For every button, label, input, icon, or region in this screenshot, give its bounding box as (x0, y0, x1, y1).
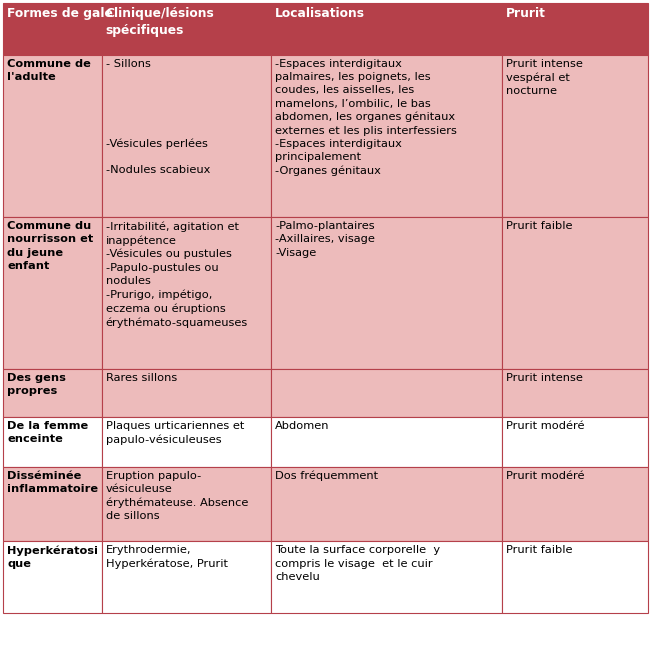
Text: Rares sillons: Rares sillons (105, 373, 177, 383)
Bar (502, 467, 648, 542)
Bar (102, 369, 271, 417)
Text: Abdomen: Abdomen (275, 421, 330, 431)
Bar (3, 542, 102, 614)
Text: Erythrodermie,
Hyperkératose, Prurit: Erythrodermie, Hyperkératose, Prurit (105, 546, 228, 569)
Bar (271, 55, 502, 217)
Bar (271, 542, 502, 614)
Bar (502, 3, 648, 55)
Bar (102, 417, 271, 467)
Bar (271, 467, 502, 542)
Text: Plaques urticariennes et
papulo-vésiculeuses: Plaques urticariennes et papulo-vésicule… (105, 421, 244, 445)
Text: De la femme
enceinte: De la femme enceinte (7, 421, 89, 444)
Text: Prurit: Prurit (506, 7, 546, 20)
Text: Toute la surface corporelle  y
compris le visage  et le cuir
chevelu: Toute la surface corporelle y compris le… (275, 546, 441, 582)
Bar (102, 467, 271, 542)
Bar (502, 542, 648, 614)
Text: Commune de
l'adulte: Commune de l'adulte (7, 59, 91, 82)
Bar (102, 542, 271, 614)
Text: -Espaces interdigitaux
palmaires, les poignets, les
coudes, les aisselles, les
m: -Espaces interdigitaux palmaires, les po… (275, 59, 457, 176)
Bar (102, 55, 271, 217)
Bar (3, 369, 102, 417)
Text: Hyperkératosi
que: Hyperkératosi que (7, 546, 98, 569)
Text: Prurit modéré: Prurit modéré (506, 421, 585, 431)
Bar (502, 217, 648, 369)
Text: -Irritabilité, agitation et
inappétence
-Vésicules ou pustules
-Papulo-pustules : -Irritabilité, agitation et inappétence … (105, 221, 248, 327)
Bar (3, 467, 102, 542)
Bar (3, 3, 102, 55)
Bar (102, 3, 271, 55)
Text: Prurit faible: Prurit faible (506, 546, 573, 556)
Bar (271, 217, 502, 369)
Bar (271, 369, 502, 417)
Text: Disséminée
inflammatoire: Disséminée inflammatoire (7, 471, 98, 494)
Bar (3, 217, 102, 369)
Bar (502, 417, 648, 467)
Bar (271, 3, 502, 55)
Text: Localisations: Localisations (275, 7, 365, 20)
Bar (3, 55, 102, 217)
Text: Dos fréquemment: Dos fréquemment (275, 471, 378, 481)
Bar (3, 417, 102, 467)
Bar (102, 217, 271, 369)
Text: Des gens
propres: Des gens propres (7, 373, 66, 396)
Text: - Sillons





-Vésicules perlées

-Nodules scabieux: - Sillons -Vésicules perlées -Nodules sc… (105, 59, 210, 175)
Text: Prurit faible: Prurit faible (506, 221, 573, 231)
Text: Commune du
nourrisson et
du jeune
enfant: Commune du nourrisson et du jeune enfant (7, 221, 93, 271)
Text: Prurit intense: Prurit intense (506, 373, 583, 383)
Bar (271, 417, 502, 467)
Text: Formes de gale: Formes de gale (7, 7, 113, 20)
Text: -Palmo-plantaires
-Axillaires, visage
-Visage: -Palmo-plantaires -Axillaires, visage -V… (275, 221, 375, 257)
Text: Prurit modéré: Prurit modéré (506, 471, 585, 481)
Text: Eruption papulo-
vésiculeuse
érythémateuse. Absence
de sillons: Eruption papulo- vésiculeuse érythémateu… (105, 471, 248, 521)
Bar (502, 369, 648, 417)
Text: Clinique/lésions
spécifiques: Clinique/lésions spécifiques (105, 7, 214, 37)
Bar (502, 55, 648, 217)
Text: Prurit intense
vespéral et
nocturne: Prurit intense vespéral et nocturne (506, 59, 583, 96)
